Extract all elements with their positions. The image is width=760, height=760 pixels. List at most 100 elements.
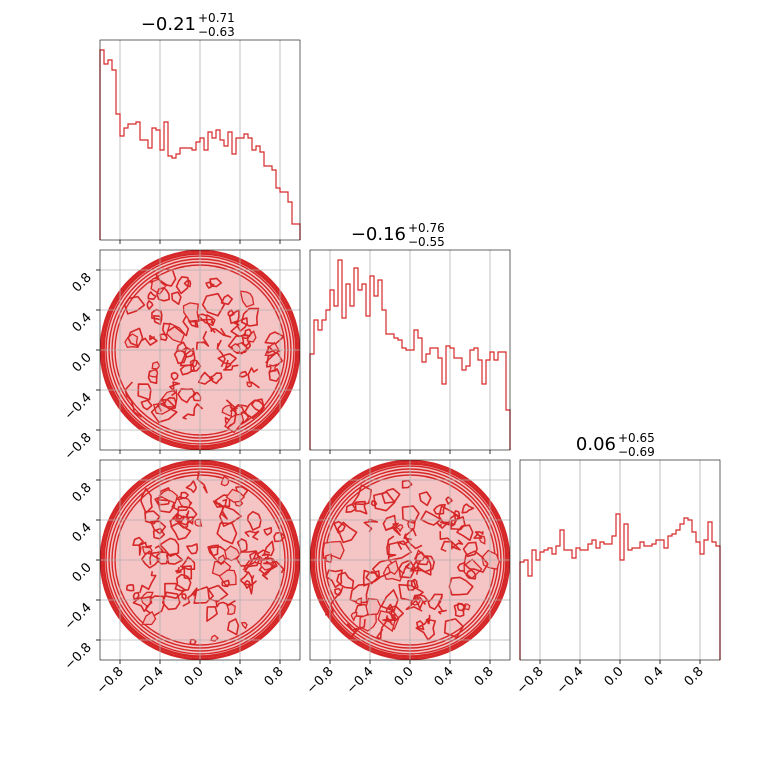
contour-blob	[415, 618, 437, 641]
contour-blob	[246, 330, 257, 343]
contour-blob	[410, 578, 419, 590]
contour-line	[138, 541, 153, 556]
contour-blob	[365, 597, 382, 616]
contour-line	[256, 549, 271, 562]
y-tick-label: 0.8	[70, 480, 95, 505]
x-tick-label: 0.0	[392, 664, 417, 689]
contour-blob	[465, 569, 477, 580]
panels	[96, 39, 721, 664]
contour-blob	[151, 361, 161, 370]
density-panel-1-3	[96, 459, 301, 664]
contour-blob	[414, 551, 430, 566]
contour-blob	[152, 527, 165, 540]
contour-line	[223, 359, 239, 371]
contour-line	[386, 522, 401, 536]
histogram-panel-3	[519, 459, 721, 664]
contour-line	[244, 530, 260, 541]
title-value: 0.06	[576, 434, 616, 455]
contour-blob	[370, 500, 378, 507]
histogram-panel-1	[99, 39, 301, 244]
contour-blob	[159, 333, 168, 342]
contour-blob	[401, 479, 413, 489]
contour-line	[218, 502, 228, 520]
histogram-step-1	[99, 49, 301, 240]
contour-line	[196, 470, 208, 494]
title-upper-error: +0.71	[198, 11, 235, 25]
contour-line	[402, 561, 420, 575]
contour-blob	[183, 279, 192, 288]
contour-blob	[336, 571, 355, 590]
contour-line	[187, 319, 199, 328]
y-tick-label: −0.8	[62, 640, 95, 673]
contour-blob	[173, 348, 187, 365]
contour-blob	[250, 399, 264, 414]
x-tick-label: −0.4	[134, 664, 167, 697]
contour-line	[248, 575, 257, 595]
title-upper-error: +0.76	[408, 221, 445, 235]
contour-blob	[243, 398, 265, 420]
gridlines	[100, 250, 300, 450]
x-tick-label: −0.4	[344, 664, 377, 697]
contour-line	[437, 596, 447, 615]
histogram-step-3	[519, 513, 721, 660]
contour-blob	[209, 277, 223, 288]
contour-blob	[158, 489, 179, 504]
contour-blob	[144, 510, 161, 525]
contour-line	[149, 545, 164, 565]
contour-blob	[221, 579, 230, 588]
contour-line	[169, 381, 181, 397]
contour-line	[386, 535, 397, 558]
contour-blob	[263, 526, 273, 536]
contour-line	[195, 330, 210, 351]
contour-blob	[170, 522, 192, 541]
contour-blob	[337, 521, 358, 544]
contour-blob	[349, 583, 370, 604]
title-lower-error: −0.69	[618, 445, 655, 459]
y-tick-label: 0.4	[70, 520, 95, 545]
contour-blob	[461, 503, 475, 514]
contour-blob	[240, 621, 248, 630]
gridlines	[310, 460, 510, 660]
y-tick-label: 0.0	[70, 350, 95, 375]
contour-line	[157, 398, 176, 412]
contour-blob	[418, 491, 432, 507]
contour-blob	[268, 368, 281, 382]
contour-line	[167, 315, 190, 337]
contour-line	[396, 528, 417, 550]
contour-blob	[239, 290, 255, 308]
x-tick-label: 0.4	[642, 664, 667, 689]
contour-line	[215, 599, 236, 608]
x-tick-label: 0.4	[222, 664, 247, 689]
contour-blob	[177, 388, 197, 404]
contour-line	[473, 531, 484, 539]
contour-blob	[192, 391, 202, 402]
x-tick-label: −0.8	[304, 664, 337, 697]
contour-line	[263, 560, 285, 574]
x-tick-label: 0.4	[432, 664, 457, 689]
contour-line	[425, 614, 431, 625]
contour-line	[197, 314, 214, 324]
contour-line	[387, 603, 395, 623]
histogram-panel-2	[309, 249, 511, 454]
contour-blob	[148, 369, 159, 378]
contour-line	[141, 334, 158, 346]
contour-blob	[450, 516, 466, 531]
contour-blob	[146, 300, 154, 311]
contour-blob	[264, 331, 285, 345]
contour-line	[182, 403, 204, 420]
contour-line	[175, 565, 185, 574]
contour-blob	[123, 295, 146, 315]
contour-blob	[220, 294, 233, 306]
contour-blob	[186, 543, 199, 555]
contour-blob	[127, 327, 144, 347]
x-tick-label: 0.8	[472, 664, 497, 689]
contour-blob	[181, 593, 187, 601]
contour-blob	[415, 620, 425, 631]
contour-blob	[324, 553, 333, 564]
contour-line	[226, 406, 238, 429]
contour-blob	[333, 520, 346, 534]
contour-blob	[183, 565, 193, 580]
contour-blob	[141, 610, 157, 626]
contour-blob	[140, 487, 153, 514]
x-tick-label: −0.8	[514, 664, 547, 697]
